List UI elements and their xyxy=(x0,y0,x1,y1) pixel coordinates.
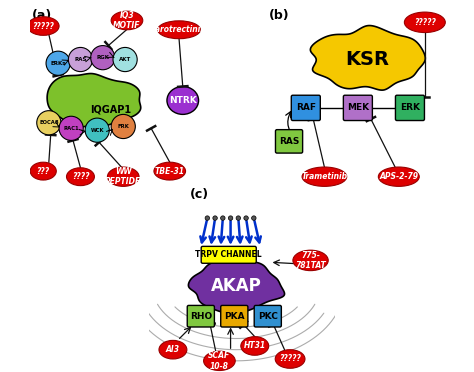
Circle shape xyxy=(46,51,70,75)
Ellipse shape xyxy=(293,250,328,271)
Ellipse shape xyxy=(30,162,56,180)
Text: SCAF
10-8: SCAF 10-8 xyxy=(208,351,230,371)
Circle shape xyxy=(228,216,233,220)
Text: NTRK: NTRK xyxy=(169,96,197,105)
Text: RHO: RHO xyxy=(190,312,212,321)
Circle shape xyxy=(236,216,241,220)
Ellipse shape xyxy=(167,86,199,114)
Circle shape xyxy=(220,216,225,220)
Text: (b): (b) xyxy=(269,9,289,22)
Ellipse shape xyxy=(302,167,346,186)
Ellipse shape xyxy=(275,350,305,368)
Polygon shape xyxy=(310,26,425,90)
Text: WCK: WCK xyxy=(91,128,104,133)
FancyBboxPatch shape xyxy=(275,129,302,153)
Circle shape xyxy=(37,111,61,135)
Text: IQGAP1: IQGAP1 xyxy=(90,105,131,115)
Text: AKAP: AKAP xyxy=(211,278,262,295)
Text: (a): (a) xyxy=(32,9,52,22)
Text: RAS: RAS xyxy=(279,137,299,146)
Text: RAS: RAS xyxy=(74,57,87,62)
Text: 775-
781TAT: 775- 781TAT xyxy=(295,251,326,270)
Circle shape xyxy=(113,47,137,71)
Circle shape xyxy=(85,118,109,142)
Text: MEK: MEK xyxy=(347,103,369,112)
FancyBboxPatch shape xyxy=(201,246,256,263)
Text: Trametinib: Trametinib xyxy=(301,172,347,181)
Circle shape xyxy=(68,47,92,71)
Ellipse shape xyxy=(66,168,94,186)
FancyBboxPatch shape xyxy=(395,95,424,121)
Ellipse shape xyxy=(111,11,143,30)
Circle shape xyxy=(205,216,210,220)
Text: ?????: ????? xyxy=(414,18,436,27)
Text: TRPV CHANNEL: TRPV CHANNEL xyxy=(195,250,262,259)
Text: AI3: AI3 xyxy=(166,345,180,354)
Circle shape xyxy=(111,115,136,139)
Text: TBE-31: TBE-31 xyxy=(155,167,185,176)
Ellipse shape xyxy=(27,17,59,35)
FancyBboxPatch shape xyxy=(221,305,248,327)
Circle shape xyxy=(213,216,217,220)
FancyBboxPatch shape xyxy=(254,305,282,327)
Text: RAC1: RAC1 xyxy=(64,126,79,131)
Text: APS-2-79: APS-2-79 xyxy=(379,172,418,181)
Text: (c): (c) xyxy=(190,188,209,201)
Text: ?????: ????? xyxy=(32,22,54,31)
Ellipse shape xyxy=(158,21,201,39)
Text: ERKs: ERKs xyxy=(50,61,66,66)
Ellipse shape xyxy=(154,162,185,180)
Text: KSR: KSR xyxy=(345,50,389,69)
Text: Larotrectinib: Larotrectinib xyxy=(151,25,207,34)
Ellipse shape xyxy=(378,167,419,186)
FancyBboxPatch shape xyxy=(292,95,320,121)
Ellipse shape xyxy=(108,167,139,186)
Text: ????: ???? xyxy=(72,172,89,181)
Circle shape xyxy=(252,216,256,220)
Text: RAF: RAF xyxy=(296,103,316,112)
FancyBboxPatch shape xyxy=(187,305,214,327)
Circle shape xyxy=(91,45,115,70)
Text: RGK: RGK xyxy=(96,55,109,60)
Circle shape xyxy=(244,216,248,220)
Text: WW
PEPTIDE: WW PEPTIDE xyxy=(105,167,141,186)
FancyBboxPatch shape xyxy=(343,95,373,121)
Text: HT31: HT31 xyxy=(244,341,266,350)
Ellipse shape xyxy=(404,12,445,32)
Text: ERK: ERK xyxy=(400,103,420,112)
Polygon shape xyxy=(47,74,141,127)
Ellipse shape xyxy=(204,351,235,371)
Circle shape xyxy=(59,116,83,140)
Ellipse shape xyxy=(241,337,269,355)
Text: PKA: PKA xyxy=(224,312,245,321)
Text: ???: ??? xyxy=(36,167,50,176)
Polygon shape xyxy=(188,261,284,313)
Text: ?????: ????? xyxy=(279,355,301,363)
Text: PKC: PKC xyxy=(258,312,278,321)
Text: FRK: FRK xyxy=(118,124,129,129)
Text: EOCA8: EOCA8 xyxy=(39,120,59,125)
Text: AKT: AKT xyxy=(119,57,131,62)
Ellipse shape xyxy=(159,340,187,359)
Text: IQ3
MOTIF: IQ3 MOTIF xyxy=(113,11,141,30)
